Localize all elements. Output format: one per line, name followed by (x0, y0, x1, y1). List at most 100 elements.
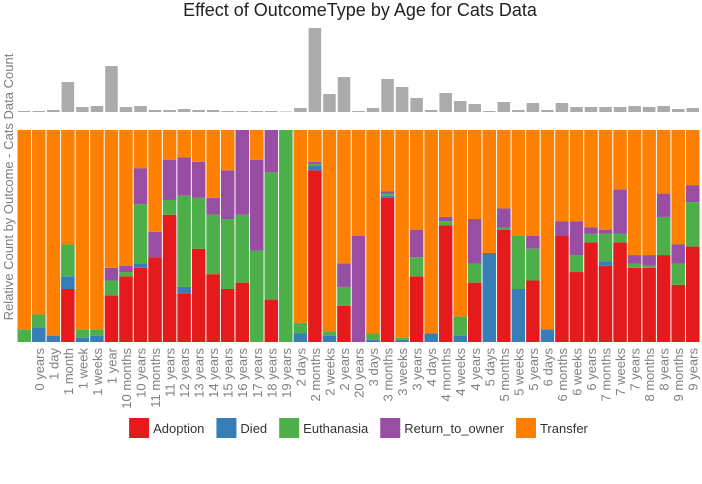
count-bar (308, 28, 322, 112)
bar-segment (438, 221, 453, 226)
x-tick-label: 20 years (352, 348, 367, 398)
bar-segment (409, 276, 424, 342)
bar-segment (177, 130, 191, 158)
bar-segment (380, 195, 395, 198)
x-tick-label: 6 months (555, 348, 570, 402)
bar-segment (627, 130, 642, 256)
bar-segment (90, 130, 104, 330)
count-bar (352, 111, 365, 112)
bar-segment (46, 130, 61, 336)
bar-segment (613, 189, 627, 234)
count-bar (148, 110, 162, 112)
bar-segment (424, 130, 438, 334)
bar-segment (380, 197, 395, 342)
bar-segment (191, 248, 206, 342)
bar-segment (264, 299, 279, 342)
bar-segment (598, 229, 613, 234)
bar-segment (162, 130, 177, 160)
bar-segment (656, 130, 671, 194)
count-bar (410, 98, 423, 112)
bar-segment (511, 289, 526, 342)
bar-segment (467, 263, 482, 283)
bar-segment (366, 339, 380, 342)
legend-swatch (380, 418, 401, 438)
x-tick-label: 5 weeks (511, 348, 526, 396)
count-bar (671, 109, 685, 112)
bar-segment (598, 265, 613, 342)
count-bar (497, 102, 511, 112)
bar-segment (32, 327, 46, 342)
count-bar (599, 107, 612, 112)
bar-segment (642, 130, 656, 256)
bar-segment (627, 255, 642, 264)
x-tick-label: 7 months (599, 348, 614, 402)
bar-segment (351, 236, 366, 342)
legend-label: Euthanasia (303, 421, 369, 436)
bar-segment (555, 130, 569, 222)
chart-title: Effect of OutcomeType by Age for Cats Da… (183, 0, 538, 20)
bar-segment (133, 130, 148, 169)
bar-segment (308, 130, 322, 162)
bar-segment (613, 242, 627, 342)
bar-segment (220, 170, 235, 220)
count-bar (323, 94, 336, 112)
bar-segment (511, 130, 526, 236)
bar-segment (395, 337, 409, 340)
bar-segment (322, 335, 337, 342)
count-bar (613, 107, 627, 112)
count-bar (250, 111, 264, 112)
bar-segment (409, 130, 424, 230)
bar-segment (555, 221, 569, 236)
bar-segment (671, 244, 685, 264)
bar-segment (148, 257, 162, 342)
bar-segment (250, 159, 264, 251)
count-bar (221, 111, 234, 112)
bar-segment (104, 280, 119, 296)
x-tick-label: 3 weeks (395, 348, 410, 396)
bar-segment (206, 274, 220, 342)
x-tick-label: 1 year (104, 347, 119, 384)
bar-segment (75, 337, 90, 342)
bar-segment (177, 293, 191, 342)
x-tick-label: 15 years (221, 348, 236, 398)
count-bar (366, 108, 380, 112)
bar-segment (613, 130, 627, 190)
bar-segment (61, 289, 75, 342)
bar-segment (642, 255, 656, 266)
bar-segment (119, 130, 133, 266)
bar-segment (598, 233, 613, 262)
x-tick-label: 7 years (628, 348, 643, 391)
x-tick-label: 4 months (439, 348, 454, 402)
x-tick-label: 3 months (381, 348, 396, 402)
count-bar (18, 111, 31, 112)
x-tick-label: 4 weeks (453, 348, 468, 396)
count-bar (541, 110, 554, 112)
count-bar (439, 93, 452, 112)
legend-swatch (129, 418, 150, 438)
count-bar (265, 111, 278, 112)
bar-segment (264, 172, 279, 300)
bar-segment (467, 130, 482, 220)
x-tick-label: 17 years (250, 348, 265, 398)
count-bar (526, 103, 540, 112)
bar-segment (642, 265, 656, 268)
count-bar (453, 101, 467, 112)
count-bar (32, 111, 46, 112)
bar-segment (642, 267, 656, 342)
count-bar (512, 110, 525, 112)
bar-segment (322, 331, 337, 336)
bar-segment (497, 208, 511, 228)
count-bar (90, 106, 104, 112)
bar-segment (220, 289, 235, 342)
count-bar (177, 109, 191, 112)
bar-segment (206, 197, 220, 215)
legend-label: Adoption (153, 421, 204, 436)
count-bar (61, 82, 75, 112)
bar-segment (250, 250, 264, 342)
x-tick-label: 9 months (671, 348, 686, 402)
bar-segment (104, 295, 119, 342)
legend-swatch (515, 418, 536, 438)
bar-segment (235, 130, 250, 215)
bar-segment (511, 236, 526, 289)
